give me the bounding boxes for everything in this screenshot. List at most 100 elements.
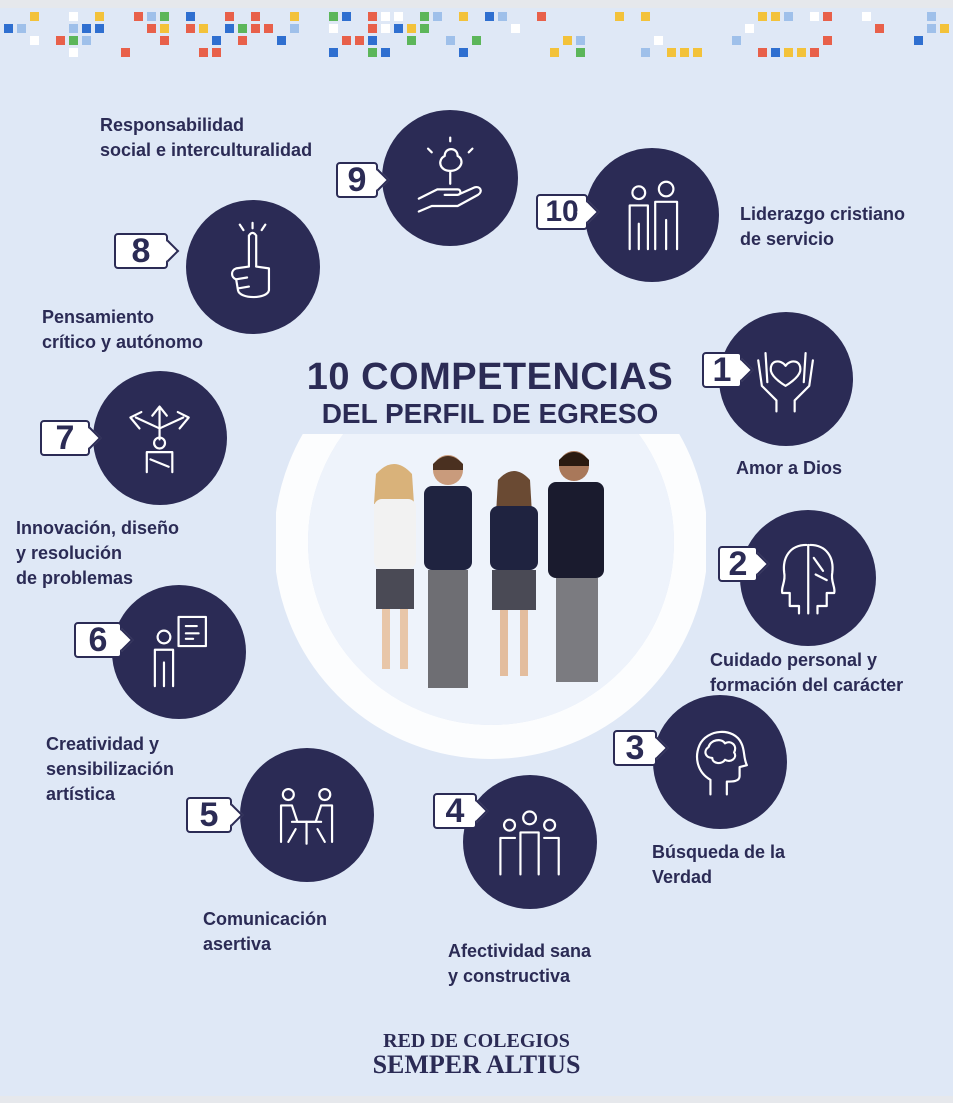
- pixel-square: [875, 24, 884, 33]
- pixel-square: [680, 48, 689, 57]
- competencia-9-label: Responsabilidad social e interculturalid…: [100, 115, 313, 160]
- pixel-square: [823, 12, 832, 21]
- competencia-10-number: 10: [536, 194, 588, 230]
- pixel-square: [771, 12, 780, 21]
- pixel-square: [758, 12, 767, 21]
- top-border: [0, 0, 953, 8]
- competencia-6-circle: [112, 585, 246, 719]
- competencia-9-number: 9: [336, 161, 378, 199]
- pixel-square: [693, 48, 702, 57]
- competencia-5-number: 5: [186, 796, 232, 834]
- pixel-square: [56, 36, 65, 45]
- pixel-square: [914, 36, 923, 45]
- pixel-square: [394, 12, 403, 21]
- pixel-square: [472, 36, 481, 45]
- pixel-square: [69, 48, 78, 57]
- pixel-square: [784, 12, 793, 21]
- competencia-7-circle: [93, 371, 227, 505]
- pixel-square: [641, 12, 650, 21]
- two-faces-icon: [780, 543, 836, 615]
- pixel-square: [407, 24, 416, 33]
- pixel-square: [186, 24, 195, 33]
- pixel-square: [771, 48, 780, 57]
- pixel-square: [615, 12, 624, 21]
- pixel-square: [576, 36, 585, 45]
- pixel-square: [654, 36, 663, 45]
- pixel-square: [810, 48, 819, 57]
- pixel-square: [420, 12, 429, 21]
- pixel-square: [251, 24, 260, 33]
- two-people-icon: [629, 181, 679, 251]
- pixel-square: [329, 12, 338, 21]
- pixel-square: [563, 36, 572, 45]
- hands-heart-icon: [757, 352, 815, 413]
- main-title: 10 COMPETENCIAS: [306, 356, 674, 398]
- competencia-2-label: Cuidado personal y formación del carácte…: [710, 650, 904, 695]
- competencia-5-label: Comunicación asertiva: [203, 909, 328, 954]
- pixel-square: [264, 24, 273, 33]
- photo-ring: [276, 434, 706, 759]
- competencia-8-label: Pensamiento crítico y autónomo: [42, 307, 204, 352]
- pixel-square: [576, 48, 585, 57]
- pixel-square: [459, 12, 468, 21]
- pixel-square: [225, 24, 234, 33]
- pixel-square: [199, 24, 208, 33]
- pixel-square: [342, 36, 351, 45]
- pixel-square: [69, 12, 78, 21]
- competencia-8-number: 8: [114, 232, 168, 270]
- pixel-square: [186, 12, 195, 21]
- pixel-square: [329, 48, 338, 57]
- head-brain-icon: [696, 731, 749, 796]
- pixel-square: [927, 24, 936, 33]
- pixel-square: [394, 24, 403, 33]
- pixel-banner: [4, 12, 949, 57]
- pixel-square: [212, 48, 221, 57]
- person-arrows-icon: [129, 405, 191, 474]
- pixel-square: [368, 24, 377, 33]
- pixel-square: [745, 24, 754, 33]
- pixel-square: [95, 24, 104, 33]
- pixel-square: [446, 36, 455, 45]
- pixel-square: [199, 48, 208, 57]
- competencia-8-circle: [186, 200, 320, 334]
- pixel-square: [355, 36, 364, 45]
- pixel-square: [212, 36, 221, 45]
- competencia-7-label: Innovación, diseño y resolución de probl…: [16, 518, 180, 588]
- pixel-square: [342, 12, 351, 21]
- pixel-square: [160, 36, 169, 45]
- students-photo: [374, 451, 604, 688]
- pixel-square: [823, 36, 832, 45]
- pixel-square: [732, 36, 741, 45]
- bottom-border: [0, 1096, 953, 1103]
- pixel-square: [537, 12, 546, 21]
- pixel-square: [95, 12, 104, 21]
- pixel-square: [69, 36, 78, 45]
- brand-line-1: RED DE COLEGIOS: [383, 1030, 570, 1052]
- pixel-square: [30, 36, 39, 45]
- pixel-square: [381, 48, 390, 57]
- pixel-square: [381, 12, 390, 21]
- pixel-square: [82, 36, 91, 45]
- competencia-10-circle: [585, 148, 719, 282]
- competencia-5-circle: [240, 748, 374, 882]
- pixel-square: [797, 48, 806, 57]
- pixel-square: [30, 12, 39, 21]
- competencia-10-label: Liderazgo cristiano de servicio: [740, 204, 906, 249]
- pixel-square: [238, 36, 247, 45]
- pixel-square: [160, 24, 169, 33]
- main-subtitle: DEL PERFIL DE EGRESO: [321, 398, 659, 429]
- brand-line-2: SEMPER ALTIUS: [372, 1050, 581, 1079]
- competencia-4-circle: [463, 775, 597, 909]
- conversation-table-icon: [280, 788, 334, 846]
- pixel-square: [17, 24, 26, 33]
- pixel-square: [82, 24, 91, 33]
- pixel-square: [407, 36, 416, 45]
- pixel-square: [368, 48, 377, 57]
- raised-finger-icon: [231, 222, 271, 299]
- pixel-square: [381, 24, 390, 33]
- competencia-3-label: Búsqueda de la Verdad: [652, 842, 786, 887]
- pixel-square: [121, 48, 130, 57]
- pixel-square: [290, 24, 299, 33]
- pixel-square: [550, 48, 559, 57]
- competencia-2-number: 2: [718, 545, 758, 583]
